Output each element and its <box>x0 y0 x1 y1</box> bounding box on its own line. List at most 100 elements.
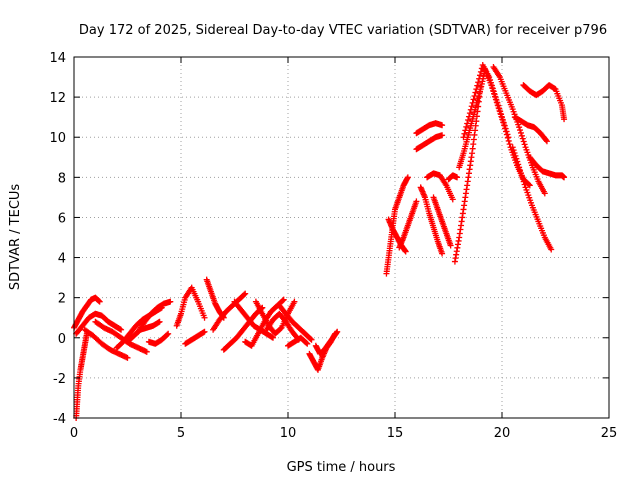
data-point <box>518 172 525 179</box>
data-point <box>124 354 131 361</box>
data-point <box>475 79 482 86</box>
data-point <box>548 246 555 253</box>
series-arc-01 <box>71 294 103 331</box>
y-tick-label: 6 <box>58 211 66 226</box>
series-arc-12 <box>210 290 249 333</box>
data-point <box>291 298 298 305</box>
data-point <box>470 96 477 103</box>
data-point <box>496 107 503 114</box>
series-arc-04 <box>92 318 150 355</box>
data-point <box>201 328 208 335</box>
series-arc-13 <box>220 304 266 353</box>
data-point <box>474 82 481 89</box>
data-point <box>509 144 516 151</box>
data-point <box>156 318 163 325</box>
data-point <box>468 103 475 110</box>
data-point <box>439 250 446 257</box>
series-arc-27 <box>417 184 446 257</box>
data-point <box>515 161 522 168</box>
data-point <box>502 125 509 132</box>
y-tick-label: 12 <box>49 91 66 106</box>
data-point <box>516 164 523 171</box>
data-point <box>476 75 483 82</box>
data-point <box>270 334 277 341</box>
data-point <box>460 134 467 141</box>
data-point <box>516 124 523 131</box>
series-arc-02 <box>73 310 125 337</box>
data-point <box>501 122 508 129</box>
data-point <box>476 72 483 79</box>
data-points <box>71 62 568 421</box>
x-tick-label: 0 <box>70 426 78 441</box>
data-point <box>502 128 509 135</box>
data-point <box>520 178 527 185</box>
data-point <box>466 110 473 117</box>
series-arc-39 <box>520 82 568 123</box>
data-point <box>511 149 518 156</box>
data-point <box>307 335 314 342</box>
data-point <box>491 90 498 97</box>
y-tick-label: 4 <box>58 252 66 267</box>
data-point <box>504 134 511 141</box>
y-tick-label: -4 <box>53 412 66 427</box>
y-tick-label: 2 <box>58 292 66 307</box>
series-arc-26 <box>413 132 446 153</box>
data-point <box>497 110 504 117</box>
series-arc-29 <box>430 194 454 249</box>
data-point <box>472 89 479 96</box>
data-point <box>471 92 478 99</box>
series-arc-10 <box>182 328 208 347</box>
data-point <box>503 131 510 138</box>
data-point <box>473 86 480 93</box>
y-axis-label: SDTVAR / TECUs <box>8 184 23 291</box>
data-point <box>492 96 499 103</box>
data-point <box>447 242 454 249</box>
data-point <box>517 129 524 136</box>
data-point <box>463 123 470 130</box>
y-tick-label: -2 <box>53 372 66 387</box>
data-point <box>467 106 474 113</box>
data-point <box>462 127 469 134</box>
data-point <box>449 196 456 203</box>
data-point <box>303 339 310 346</box>
data-point <box>493 99 500 106</box>
data-point <box>241 291 248 298</box>
data-point <box>488 82 495 89</box>
data-point <box>521 141 528 148</box>
data-point <box>164 331 171 338</box>
data-point <box>439 132 446 139</box>
data-point <box>543 137 550 144</box>
data-point <box>512 152 519 159</box>
data-point <box>143 348 150 355</box>
x-tick-label: 5 <box>177 426 185 441</box>
series-arc-23 <box>385 216 409 255</box>
data-point <box>280 296 287 303</box>
data-point <box>498 113 505 120</box>
data-point <box>304 340 311 347</box>
series-arc-32 <box>456 68 488 171</box>
x-tick-label: 20 <box>494 426 511 441</box>
data-point <box>526 182 533 189</box>
data-point <box>505 137 512 144</box>
data-point <box>513 155 520 162</box>
x-axis-label: GPS time / hours <box>287 460 396 475</box>
data-point <box>469 99 476 106</box>
data-point <box>402 248 409 255</box>
data-point <box>541 190 548 197</box>
data-point <box>561 174 568 181</box>
data-point <box>521 181 528 188</box>
data-point <box>461 130 468 137</box>
data-point <box>465 113 472 120</box>
data-point <box>454 174 461 181</box>
data-point <box>279 297 286 304</box>
data-point <box>518 132 525 139</box>
data-point <box>499 116 506 123</box>
data-point <box>543 138 550 145</box>
plot-frame <box>73 56 610 419</box>
series-arc-24 <box>396 198 420 251</box>
data-point <box>465 117 472 124</box>
data-point <box>96 298 103 305</box>
x-tick-label: 10 <box>280 426 297 441</box>
data-point <box>514 158 521 165</box>
